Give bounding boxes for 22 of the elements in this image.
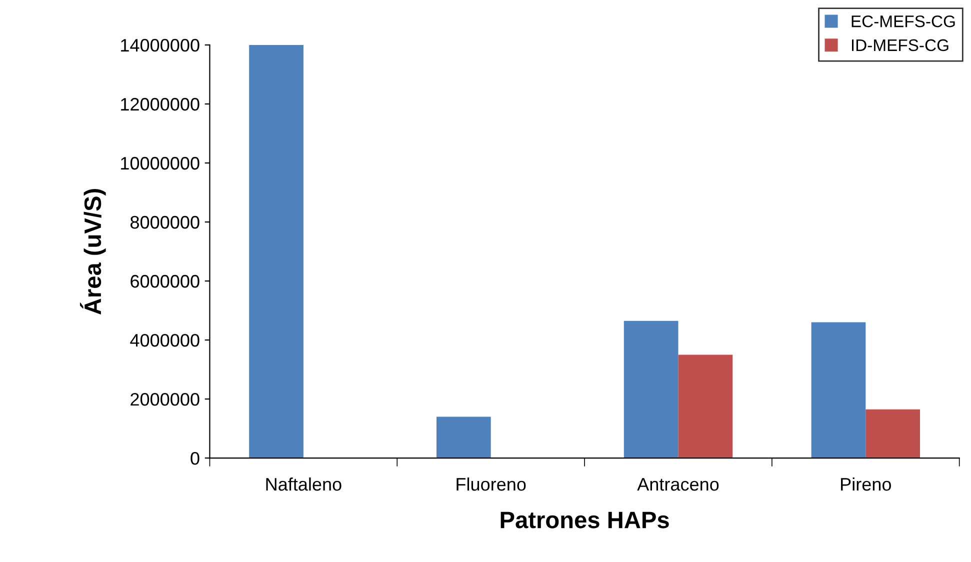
x-axis-title: Patrones HAPs	[500, 512, 669, 528]
y-axis-title: Área (uV/S)	[80, 189, 106, 315]
y-tick-label: 0	[190, 452, 200, 465]
legend-label: ID-MEFS-CG	[852, 39, 948, 52]
x-tick-label: Antraceno	[637, 478, 719, 491]
y-tick-label: 14000000	[121, 38, 200, 52]
y-tick-label: 10000000	[121, 156, 200, 170]
bar	[249, 44, 304, 458]
bar	[811, 322, 866, 458]
x-tick-label: Naftaleno	[266, 477, 342, 491]
y-tick-label: 12000000	[121, 98, 200, 111]
y-tick-label: 2000000	[130, 392, 200, 406]
bar	[866, 409, 920, 458]
y-tick-label: 6000000	[130, 274, 200, 288]
legend-label: EC-MEFS-CG	[852, 15, 955, 28]
x-tick-label: Fluoreno	[456, 477, 526, 491]
bar	[624, 320, 678, 458]
bar	[436, 416, 491, 458]
x-tick-label: Pireno	[841, 477, 891, 491]
bar	[678, 354, 733, 458]
y-tick-label: 8000000	[130, 216, 200, 229]
y-tick-label: 4000000	[130, 334, 200, 347]
